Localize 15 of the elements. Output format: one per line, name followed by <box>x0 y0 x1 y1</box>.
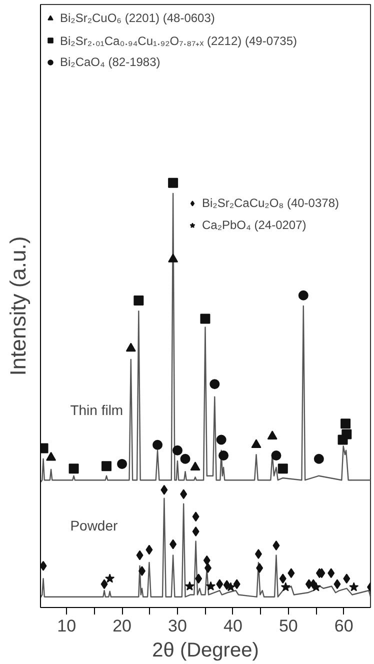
y-axis-title: Intensity (a.u.) <box>6 236 30 376</box>
legend-label: Bi₂Sr₂.₀₁Ca₀.₉₄Cu₁.₉₂O₇.₈₇₊ₓ (2212) (49-0735) <box>60 32 298 48</box>
legend-label: Bi₂CaO₄ (82-1983) <box>60 55 160 69</box>
legend-label: Bi₂Sr₂CaCu₂O₈ (40-0378) <box>202 196 339 210</box>
x-tick-label: 30 <box>168 616 187 636</box>
legend-label: Bi₂Sr₂CuO₆ (2201) (48-0603) <box>60 11 215 25</box>
x-tick-label: 60 <box>334 616 354 636</box>
annotation: Powder <box>70 518 118 534</box>
legend-label: Ca₂PbO₄ (24-0207) <box>202 218 306 232</box>
x-tick-label: 20 <box>112 616 132 636</box>
x-tick-label: 40 <box>224 616 242 636</box>
x-axis-title: 2θ (Degree) <box>152 640 259 662</box>
x-tick-label: 50 <box>278 616 298 636</box>
x-tick-label: 10 <box>57 616 76 636</box>
annotation: Thin film <box>70 402 124 418</box>
